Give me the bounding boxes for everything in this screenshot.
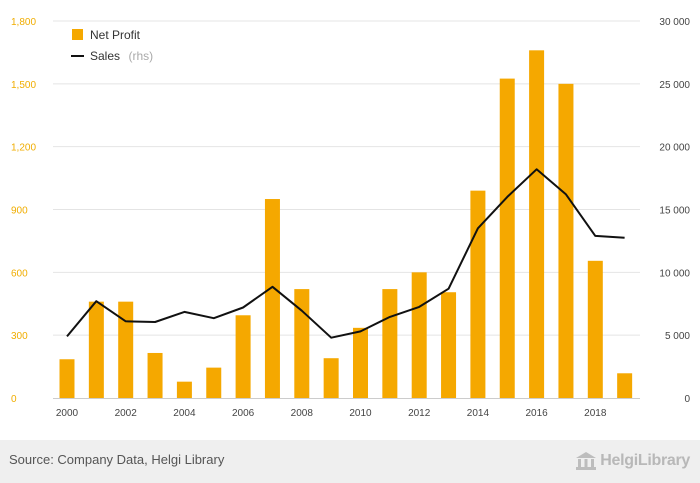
bar-net-profit-2003 <box>147 352 163 398</box>
left-axis-tick-label: 1,500 <box>11 80 36 91</box>
legend-swatch-net-profit <box>72 29 83 40</box>
bar-net-profit-2005 <box>206 367 222 398</box>
right-axis-tick-label: 0 <box>684 394 690 405</box>
x-axis-tick-label: 2012 <box>408 408 431 419</box>
x-axis-ticks: 2000 2002 2004 2006 2008 2010 2012 2014 2016 2018 <box>56 408 607 419</box>
bar-net-profit-2013 <box>441 292 457 398</box>
grid-lines <box>53 20 640 399</box>
bar-net-profit-2007 <box>264 199 280 398</box>
bar-net-profit-2006 <box>235 315 251 398</box>
left-axis-tick-label: 900 <box>11 206 28 217</box>
left-axis-tick-label: 1,800 <box>11 17 36 28</box>
right-axis-tick-label: 30 000 <box>659 17 690 28</box>
bar-net-profit-2019 <box>617 373 633 398</box>
bar-net-profit-2001 <box>88 301 104 398</box>
library-building-icon <box>576 452 597 470</box>
bar-net-profit-2004 <box>176 381 192 398</box>
legend-label-net-profit: Net Profit <box>90 28 141 42</box>
left-axis-tick-label: 0 <box>11 394 17 405</box>
x-axis-tick-label: 2006 <box>232 408 255 419</box>
x-axis-tick-label: 2008 <box>291 408 314 419</box>
left-axis-tick-label: 300 <box>11 331 28 342</box>
x-axis-tick-label: 2002 <box>115 408 138 419</box>
bar-net-profit-2010 <box>353 327 368 398</box>
bar-net-profit-2014 <box>470 190 486 398</box>
legend: Net Profit Sales (rhs) <box>71 28 153 64</box>
bar-net-profit-2011 <box>382 289 398 398</box>
bar-net-profit-2016 <box>529 50 545 398</box>
bar-net-profit-2000 <box>59 359 75 398</box>
bar-net-profit-2015 <box>499 78 515 398</box>
left-axis-tick-label: 1,200 <box>11 143 36 154</box>
left-axis-tick-label: 600 <box>11 268 28 279</box>
logo-text: HelgiLibrary <box>600 452 690 469</box>
sales-line <box>66 168 625 339</box>
bar-net-profit-2009 <box>323 358 339 398</box>
right-axis-tick-label: 20 000 <box>659 143 690 154</box>
legend-label-sales: Sales (rhs) <box>90 47 153 64</box>
bar-net-profit-2018 <box>587 260 603 398</box>
chart: 0 300 600 900 1,200 1,500 1,800 0 5 000 10 000 15… <box>11 17 690 419</box>
right-axis-tick-label: 5 000 <box>665 331 690 342</box>
left-axis-ticks: 0 300 600 900 1,200 1,500 1,800 <box>11 17 36 405</box>
net-profit-bars <box>59 50 633 398</box>
bar-net-profit-2002 <box>118 301 134 398</box>
right-axis-tick-label: 10 000 <box>659 268 690 279</box>
right-axis-tick-label: 15 000 <box>659 206 690 217</box>
bar-net-profit-2012 <box>411 272 427 398</box>
x-axis-tick-label: 2018 <box>584 408 607 419</box>
bar-net-profit-2008 <box>294 289 310 398</box>
x-axis-tick-label: 2016 <box>525 408 548 419</box>
x-axis-tick-label: 2004 <box>173 408 196 419</box>
source-note: Source: Company Data, Helgi Library <box>9 452 225 467</box>
footer: Source: Company Data, Helgi Library Helg… <box>0 440 700 483</box>
bar-net-profit-2017 <box>558 83 574 398</box>
x-axis-tick-label: 2010 <box>349 408 372 419</box>
x-axis-tick-label: 2014 <box>467 408 490 419</box>
right-axis-tick-label: 25 000 <box>659 80 690 91</box>
x-axis-tick-label: 2000 <box>56 408 79 419</box>
right-axis-ticks: 0 5 000 10 000 15 000 20 000 25 000 30 000 <box>659 17 690 405</box>
helgi-library-logo[interactable]: HelgiLibrary <box>575 449 690 473</box>
